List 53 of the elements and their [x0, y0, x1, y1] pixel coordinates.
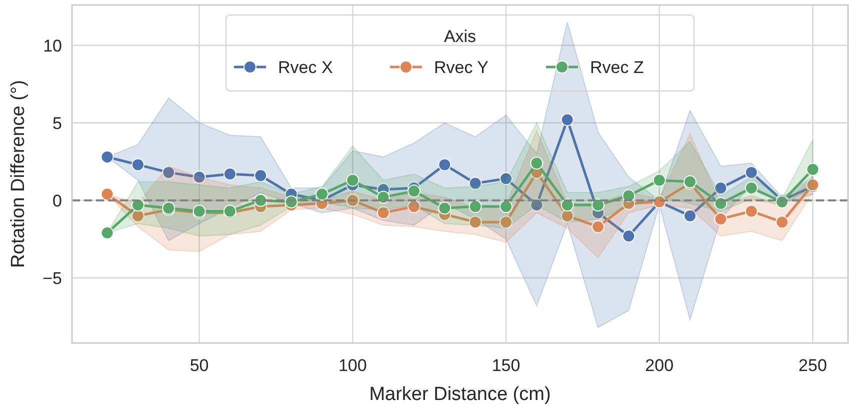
- point: [223, 168, 236, 180]
- point: [714, 181, 728, 194]
- x-axis-title: Marker Distance (cm): [369, 384, 551, 405]
- point: [806, 162, 820, 176]
- legend-title: Axis: [444, 27, 476, 46]
- legend-label: Rvec X: [278, 58, 333, 77]
- point: [468, 176, 482, 190]
- point: [744, 166, 758, 179]
- point: [192, 170, 206, 184]
- point: [560, 113, 574, 126]
- point: [438, 158, 452, 172]
- point: [407, 184, 420, 198]
- point: [346, 174, 360, 187]
- y-tick-label: 10: [43, 36, 62, 56]
- point: [592, 220, 605, 234]
- point: [100, 188, 114, 201]
- point: [131, 209, 144, 222]
- point: [684, 209, 697, 222]
- y-tick-label: 0: [52, 191, 62, 210]
- point: [530, 198, 544, 212]
- point: [622, 230, 636, 243]
- point: [100, 226, 114, 240]
- y-axis-title: Rotation Difference (°): [8, 80, 29, 268]
- x-tick-label: 100: [338, 356, 367, 375]
- point: [744, 181, 758, 194]
- point: [530, 156, 544, 170]
- point: [776, 216, 789, 229]
- point: [468, 216, 482, 229]
- point: [744, 204, 758, 218]
- legend-label: Rvec Y: [434, 58, 488, 77]
- point: [560, 209, 574, 222]
- point: [500, 200, 513, 214]
- point: [407, 200, 420, 214]
- point: [162, 166, 176, 179]
- point: [100, 150, 114, 164]
- point: [315, 188, 328, 201]
- point: [468, 200, 482, 214]
- point: [714, 212, 728, 226]
- x-tick-label: 50: [190, 356, 209, 375]
- x-tick-label: 250: [798, 356, 827, 375]
- y-tick-label: −5: [42, 268, 62, 288]
- point: [131, 158, 144, 172]
- x-tick-label: 200: [645, 356, 674, 375]
- legend-label: Rvec Z: [590, 58, 644, 77]
- point: [500, 172, 513, 186]
- point: [500, 216, 513, 229]
- point: [254, 169, 268, 182]
- point: [376, 206, 390, 220]
- point: [438, 202, 452, 215]
- x-tick-label: 150: [492, 356, 520, 375]
- point: [592, 198, 605, 212]
- y-tick-label: 5: [52, 114, 62, 133]
- point: [652, 174, 666, 187]
